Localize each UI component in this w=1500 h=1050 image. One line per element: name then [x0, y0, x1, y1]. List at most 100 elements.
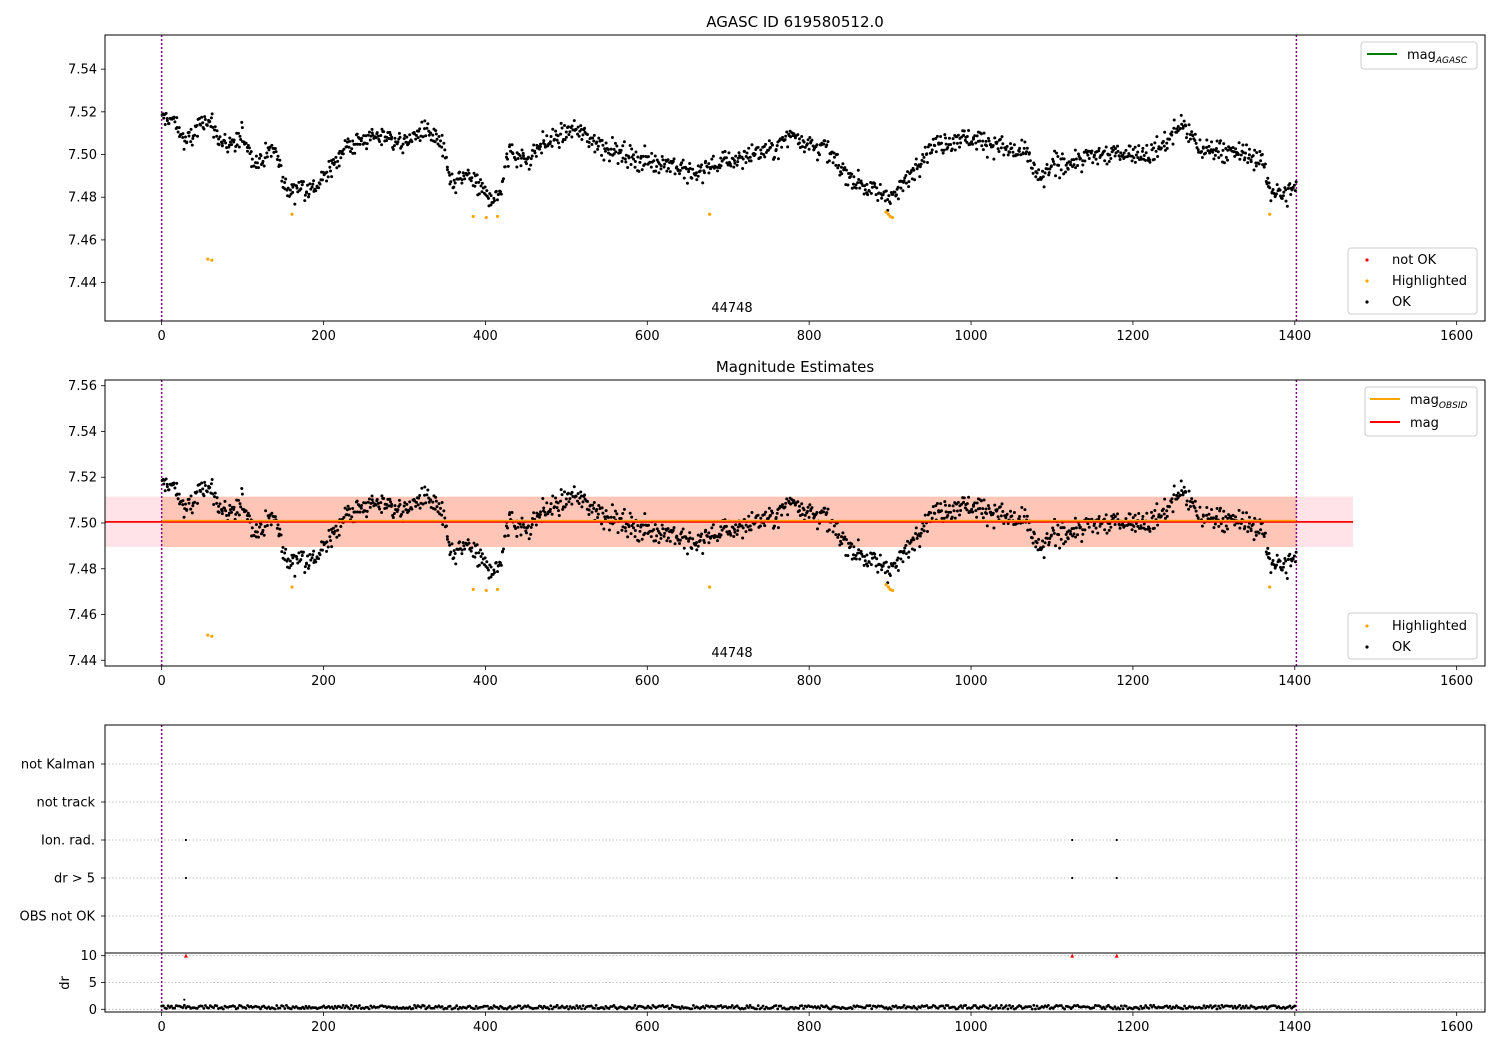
dr-point: [1248, 1006, 1251, 1010]
ok-point: [329, 169, 333, 173]
ok-point: [659, 164, 663, 168]
ok-point: [1193, 506, 1197, 510]
ok-point: [606, 147, 610, 151]
ok-point: [485, 189, 489, 193]
ok-point: [1072, 532, 1076, 536]
ok-point: [975, 134, 979, 138]
ok-point: [918, 534, 922, 538]
ok-point: [807, 147, 811, 151]
ok-point: [1266, 176, 1270, 180]
dr-point: [1103, 1007, 1107, 1011]
ok-point: [844, 538, 848, 542]
dr-clipped-marker: [1070, 953, 1075, 958]
ok-point: [359, 506, 363, 510]
dr-point: [735, 1004, 739, 1008]
ok-point: [587, 513, 591, 517]
ok-point: [246, 149, 250, 153]
ok-point: [840, 172, 844, 176]
ok-point: [883, 199, 887, 203]
ok-point: [935, 134, 939, 138]
ok-point: [477, 551, 481, 555]
ok-point: [230, 143, 234, 147]
ok-point: [1246, 530, 1250, 534]
ok-point: [1284, 571, 1288, 575]
ok-point: [1191, 501, 1195, 505]
dr-point: [575, 1004, 579, 1008]
ok-point: [199, 489, 203, 493]
ok-point: [1134, 153, 1138, 157]
ok-point: [477, 192, 481, 196]
ok-point: [1247, 515, 1251, 519]
ok-point: [1200, 155, 1204, 159]
ok-point: [904, 181, 908, 185]
ok-point: [333, 160, 337, 164]
highlighted-point: [206, 257, 210, 261]
ok-point: [1170, 500, 1174, 504]
dr-point: [304, 1004, 308, 1008]
ok-point: [732, 528, 736, 532]
ok-point: [475, 173, 479, 177]
ok-point: [1130, 528, 1134, 532]
ok-point: [403, 501, 407, 505]
dr-point: [1209, 1004, 1212, 1007]
ok-point: [388, 130, 392, 134]
x-tick-label: 200: [311, 674, 336, 689]
ok-point: [239, 138, 243, 142]
ok-point: [591, 136, 595, 140]
ok-point: [577, 501, 581, 505]
ok-point: [296, 190, 300, 194]
flags-axes-frame: [104, 724, 1486, 954]
ok-point: [1074, 526, 1078, 530]
ok-point: [1128, 144, 1132, 148]
ok-point: [401, 142, 405, 146]
highlighted-point: [484, 215, 488, 220]
ok-point: [946, 146, 950, 150]
ok-point: [767, 139, 771, 143]
ok-point: [1053, 149, 1057, 153]
ok-point: [850, 557, 854, 561]
dr-point: [555, 1003, 559, 1007]
ok-point: [348, 507, 352, 511]
ok-point: [666, 536, 670, 540]
ok-point: [402, 137, 406, 141]
dr-point: [1218, 1006, 1222, 1010]
ok-point: [423, 127, 427, 131]
dr-point: [594, 1004, 598, 1007]
ok-point: [1048, 537, 1052, 541]
ok-point: [497, 192, 501, 196]
ok-point: [929, 143, 933, 147]
ok-point: [836, 166, 840, 170]
ok-point: [498, 561, 502, 565]
ok-point: [762, 153, 766, 157]
ok-point: [763, 155, 767, 159]
dr-point: [281, 1004, 285, 1008]
ok-point: [564, 130, 568, 134]
ok-point: [212, 135, 216, 139]
ok-point: [1062, 172, 1066, 176]
highlighted-point: [884, 210, 888, 214]
ok-point: [1206, 149, 1210, 153]
dr-point: [802, 1007, 806, 1010]
ok-point: [854, 557, 858, 561]
ok-point: [261, 159, 265, 163]
dr-point: [490, 1006, 494, 1010]
ok-point: [195, 490, 199, 494]
ok-point: [596, 147, 600, 151]
ok-point: [1047, 540, 1051, 544]
ok-point: [505, 152, 509, 156]
ok-point: [1234, 147, 1238, 151]
ok-point: [519, 156, 523, 160]
ok-point: [385, 502, 389, 506]
ok-point: [435, 137, 439, 141]
ok-point: [368, 505, 372, 509]
ok-point: [604, 509, 608, 513]
ok-point: [695, 548, 699, 552]
ok-point: [1102, 149, 1106, 153]
ok-point: [391, 516, 395, 520]
ok-point: [818, 153, 822, 157]
ok-point: [1163, 497, 1167, 501]
ok-point: [417, 496, 421, 500]
dr-point: [863, 1006, 867, 1010]
ok-point: [213, 491, 217, 495]
ok-point: [1030, 536, 1034, 540]
